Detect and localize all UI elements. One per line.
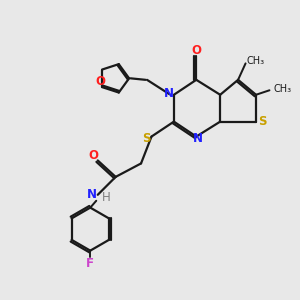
Text: S: S xyxy=(258,115,267,128)
Text: H: H xyxy=(102,191,110,204)
Text: CH₃: CH₃ xyxy=(246,56,264,66)
Text: N: N xyxy=(193,132,203,145)
Text: F: F xyxy=(86,257,94,270)
Text: N: N xyxy=(164,87,173,100)
Text: S: S xyxy=(142,132,150,145)
Text: O: O xyxy=(88,148,98,162)
Text: O: O xyxy=(96,75,106,88)
Text: CH₃: CH₃ xyxy=(273,84,291,94)
Text: O: O xyxy=(191,44,201,57)
Text: N: N xyxy=(87,188,98,201)
